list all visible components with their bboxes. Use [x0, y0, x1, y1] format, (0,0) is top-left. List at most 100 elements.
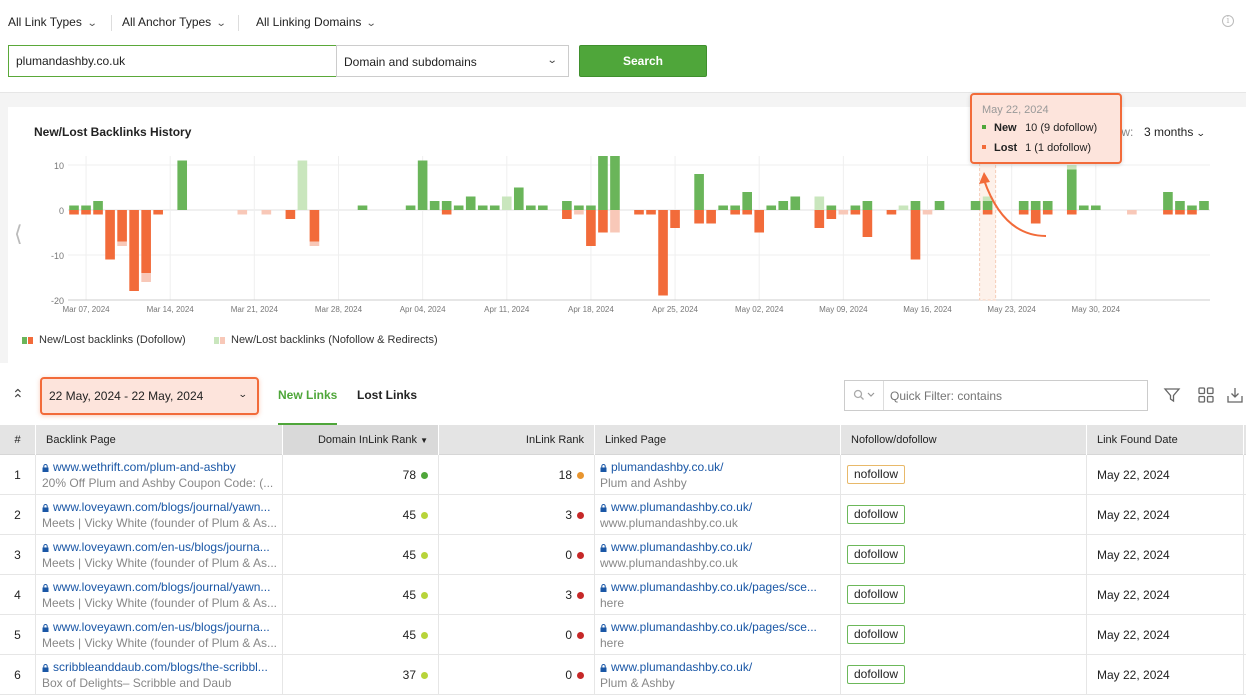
legend-swatch-lost — [220, 337, 225, 344]
col-domain-inlink-rank[interactable]: Domain InLink Rank ▼ — [283, 425, 439, 455]
backlink-page-cell: scribbleanddaub.com/blogs/the-scribbl...… — [36, 655, 283, 695]
search-icon[interactable] — [853, 389, 875, 404]
col-inlink-rank[interactable]: InLink Rank — [439, 425, 595, 455]
rank-dot-icon — [577, 672, 584, 679]
bar-lost-dofollow — [826, 210, 837, 219]
linked-page-content: www.plumandashby.co.uk/www.plumandashby.… — [600, 495, 840, 535]
table-row[interactable]: 5 www.loveyawn.com/en-us/blogs/journa... M… — [0, 615, 1246, 655]
bar-lost-dofollow — [862, 210, 873, 237]
inlink-rank-value: 0 — [565, 668, 572, 682]
legend-label: New/Lost backlinks (Nofollow & Redirects… — [231, 334, 438, 346]
grid-view-icon[interactable] — [1197, 386, 1215, 404]
x-tick-label: Apr 11, 2024 — [484, 305, 530, 314]
bar-lost-dofollow — [598, 210, 608, 233]
col-link-found-date[interactable]: Link Found Date — [1087, 425, 1244, 455]
backlink-url-link[interactable]: www.loveyawn.com/blogs/journal/yawn... — [42, 580, 270, 594]
bar-lost-dofollow — [93, 210, 103, 215]
linked-page-link[interactable]: plumandashby.co.uk/ — [600, 460, 724, 474]
lock-icon — [600, 504, 607, 512]
linked-page-link[interactable]: www.plumandashby.co.uk/ — [600, 660, 752, 674]
backlink-title: Meets | Vicky White (founder of Plum & A… — [42, 636, 277, 650]
bar-lost-dofollow — [586, 210, 596, 246]
col-nofollow-dofollow[interactable]: Nofollow/dofollow — [841, 425, 1087, 455]
row-index: 1 — [0, 455, 36, 495]
linked-page-link[interactable]: www.plumandashby.co.uk/pages/sce... — [600, 580, 817, 594]
chart-prev-arrow-icon[interactable]: ⟨ — [14, 222, 23, 247]
anchor-types-filter[interactable]: All Anchor Types ⌄ — [122, 15, 227, 29]
linked-page-cell: www.plumandashby.co.uk/Plum & Ashby — [595, 655, 841, 695]
domain-rank: 45 — [403, 548, 428, 562]
backlink-url-link[interactable]: www.loveyawn.com/blogs/journal/yawn... — [42, 500, 270, 514]
x-tick-label: May 09, 2024 — [819, 305, 868, 314]
table-row[interactable]: 1 www.wethrift.com/plum-and-ashby 20% Off … — [0, 455, 1246, 495]
link-found-date: May 22, 2024 — [1097, 468, 1170, 482]
table-row[interactable]: 2 www.loveyawn.com/blogs/journal/yawn... M… — [0, 495, 1246, 535]
quick-filter-input[interactable] — [885, 381, 1145, 410]
col-index[interactable]: # — [0, 425, 36, 455]
y-tick-label: -10 — [51, 251, 64, 261]
domain-rank-value: 37 — [402, 668, 416, 682]
bar-new-dofollow — [970, 201, 981, 210]
col-backlink-page[interactable]: Backlink Page — [36, 425, 283, 455]
linked-page-link[interactable]: www.plumandashby.co.uk/ — [600, 540, 752, 554]
inlink-rank: 0 — [565, 548, 584, 562]
table-row[interactable]: 3 www.loveyawn.com/en-us/blogs/journa... M… — [0, 535, 1246, 575]
tab-new-links[interactable]: New Links — [278, 388, 338, 402]
filter-icon[interactable] — [1163, 386, 1181, 404]
domain-search-input[interactable] — [8, 45, 337, 77]
backlink-url-link[interactable]: www.loveyawn.com/en-us/blogs/journa... — [42, 620, 270, 634]
bar-new-dofollow — [766, 205, 777, 210]
lock-icon — [42, 664, 49, 672]
backlink-page-cell: www.loveyawn.com/en-us/blogs/journa... Me… — [36, 615, 283, 655]
scope-select[interactable]: Domain and subdomains ⌄ — [336, 45, 569, 77]
bar-lost-nofollow — [261, 210, 272, 215]
bar-new-dofollow — [441, 201, 452, 210]
backlink-url-link[interactable]: www.loveyawn.com/en-us/blogs/journa... — [42, 540, 270, 554]
follow-badge: dofollow — [847, 585, 906, 604]
linked-page-link[interactable]: www.plumandashby.co.uk/pages/sce... — [600, 620, 817, 634]
export-icon[interactable] — [1226, 386, 1244, 404]
table-row[interactable]: 4 www.loveyawn.com/blogs/journal/yawn... M… — [0, 575, 1246, 615]
linked-url: www.plumandashby.co.uk/pages/sce... — [611, 620, 817, 634]
x-tick-label: Mar 28, 2024 — [315, 305, 363, 314]
view-period-select[interactable]: 3 months ⌄ — [1144, 125, 1206, 139]
bar-new-dofollow — [826, 205, 837, 210]
date-cell: May 22, 2024 — [1087, 575, 1244, 615]
divider — [111, 15, 112, 31]
date-range-picker[interactable]: 22 May, 2024 - 22 May, 2024 ⌄ — [40, 377, 259, 415]
bar-new-dofollow — [405, 205, 416, 210]
info-icon[interactable]: i — [1222, 15, 1234, 27]
lock-icon — [42, 624, 49, 632]
linked-anchor: Plum and Ashby — [600, 476, 687, 490]
bar-lost-dofollow — [1042, 210, 1053, 215]
linked-page-link[interactable]: www.plumandashby.co.uk/ — [600, 500, 752, 514]
tab-lost-links[interactable]: Lost Links — [357, 388, 418, 402]
rank-dot-icon — [421, 592, 428, 599]
table-row[interactable]: 6 scribbleanddaub.com/blogs/the-scribbl..… — [0, 655, 1246, 695]
linking-domains-filter[interactable]: All Linking Domains ⌄ — [256, 15, 378, 29]
backlink-page-content: www.wethrift.com/plum-and-ashby 20% Off P… — [42, 455, 282, 495]
chevron-down-icon: ⌄ — [366, 18, 378, 29]
linking-domains-label: All Linking Domains — [256, 15, 362, 29]
inlink-rank-value: 3 — [565, 508, 572, 522]
domain-rank-value: 45 — [402, 588, 416, 602]
bar-new-dofollow — [562, 201, 572, 210]
linked-page-content: www.plumandashby.co.uk/www.plumandashby.… — [600, 535, 840, 575]
link-types-label: All Link Types — [8, 15, 82, 29]
search-button[interactable]: Search — [579, 45, 707, 77]
date-cell: May 22, 2024 — [1087, 655, 1244, 695]
date-range-value: 22 May, 2024 - 22 May, 2024 — [49, 389, 204, 403]
bar-lost-dofollow — [1187, 210, 1197, 215]
backlink-title: Meets | Vicky White (founder of Plum & A… — [42, 596, 277, 610]
linked-anchor: here — [600, 636, 625, 650]
backlink-url-link[interactable]: www.wethrift.com/plum-and-ashby — [42, 460, 236, 474]
collapse-chart-icon[interactable]: ⌃ ⌃ — [12, 386, 24, 407]
x-tick-label: Apr 04, 2024 — [400, 305, 446, 314]
highlight-column — [979, 155, 997, 301]
bar-new-dofollow — [453, 205, 464, 210]
col-linked-page[interactable]: Linked Page — [595, 425, 841, 455]
link-types-filter[interactable]: All Link Types ⌄ — [8, 15, 97, 29]
backlink-url-link[interactable]: scribbleanddaub.com/blogs/the-scribbl... — [42, 660, 268, 674]
tooltip-lost-value: 1 (1 dofollow) — [1025, 142, 1092, 154]
bar-lost-dofollow — [81, 210, 91, 215]
